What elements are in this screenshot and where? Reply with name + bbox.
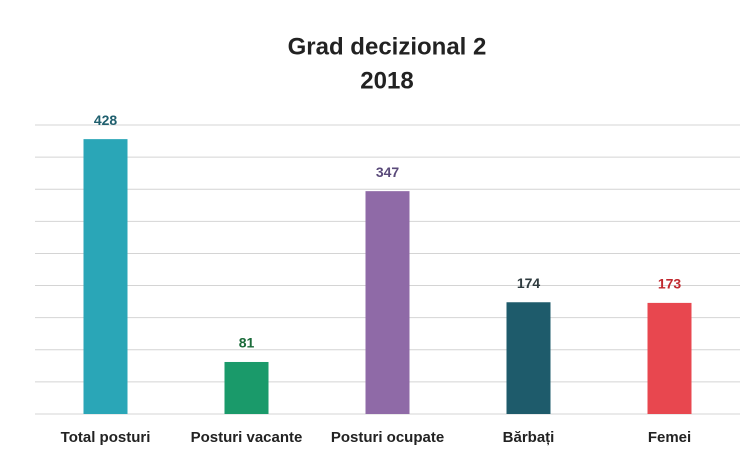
x-tick-label: Total posturi: [61, 429, 151, 446]
bar: [224, 361, 269, 414]
bar: [83, 139, 128, 414]
x-tick-label: Posturi vacante: [191, 429, 303, 446]
value-label: 81: [239, 335, 255, 351]
x-tick-label: Bărbați: [503, 429, 555, 446]
bar: [506, 302, 551, 414]
chart-title: Grad decizional 2: [288, 33, 487, 60]
x-tick-label: Femei: [648, 429, 691, 446]
value-label: 173: [658, 276, 682, 292]
value-label: 174: [517, 275, 541, 291]
value-label: 347: [376, 164, 400, 180]
value-label: 428: [94, 112, 118, 128]
x-tick-label: Posturi ocupate: [331, 429, 444, 446]
bar: [647, 302, 692, 414]
bar: [365, 191, 410, 414]
chart-subtitle: 2018: [360, 67, 413, 94]
